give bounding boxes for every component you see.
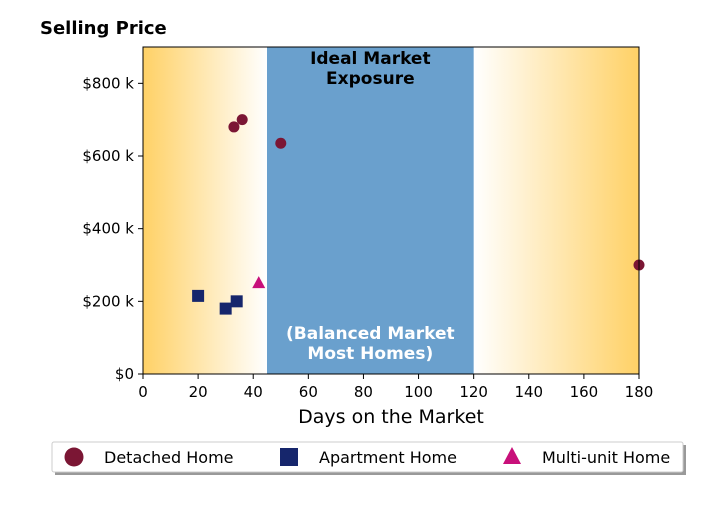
x-tick-label: 60 (299, 383, 318, 401)
data-point-apartment (230, 295, 243, 308)
y-tick-label: $200 k (82, 292, 134, 310)
legend-box (51, 441, 684, 473)
legend-marker-apartment (280, 448, 298, 466)
x-tick-label: 180 (625, 383, 654, 401)
legend-label: Multi-unit Home (542, 448, 670, 467)
x-tick-label: 120 (459, 383, 488, 401)
data-point-apartment (219, 302, 232, 315)
x-axis-label: Days on the Market (298, 406, 484, 428)
plot-frame (142, 46, 640, 375)
x-tick-label: 20 (189, 383, 208, 401)
legend-label: Detached Home (104, 448, 234, 467)
ideal-exposure-band (267, 47, 474, 374)
x-tick-label: 140 (514, 383, 543, 401)
legend-marker-multiunit (503, 447, 521, 464)
background-gradient-right (473, 47, 639, 374)
y-tick-label: $600 k (82, 147, 134, 165)
band-bottom-label: (Balanced Market (286, 324, 455, 344)
data-point-apartment (192, 289, 205, 302)
data-point-detached (236, 114, 248, 126)
band-bottom-label: Most Homes) (307, 344, 433, 364)
data-point-multiunit (252, 276, 266, 289)
y-tick-label: $0 (115, 365, 134, 383)
x-tick-label: 80 (354, 383, 373, 401)
y-tick-label: $400 k (82, 220, 134, 238)
chart-title: Selling Price (40, 18, 167, 39)
legend-label: Apartment Home (319, 448, 457, 467)
data-point-detached (228, 121, 240, 133)
data-point-detached (275, 137, 287, 149)
x-tick-label: 100 (404, 383, 433, 401)
legend-marker-detached (64, 447, 84, 467)
band-top-label: Ideal Market (310, 49, 431, 69)
x-tick-label: 160 (570, 383, 599, 401)
y-tick-label: $800 k (82, 74, 134, 92)
x-tick-label: 40 (244, 383, 263, 401)
x-tick-label: 0 (138, 383, 148, 401)
background-gradient-left (143, 47, 267, 374)
band-top-label: Exposure (326, 69, 415, 89)
